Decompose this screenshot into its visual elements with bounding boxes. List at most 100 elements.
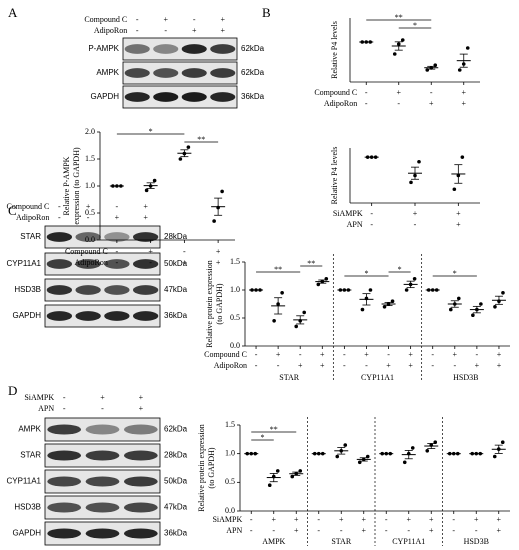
condition-sign: - (343, 361, 346, 370)
blot-band (104, 285, 130, 295)
data-point (220, 189, 224, 194)
data-point (452, 302, 457, 306)
blot-band (46, 232, 73, 242)
blot-band (181, 92, 207, 102)
blot-band (153, 68, 179, 78)
condition-sign: + (386, 361, 391, 370)
blot-size-label: 62kDa (241, 44, 265, 53)
data-point (426, 288, 431, 292)
panel-label: A (8, 5, 18, 20)
data-point (148, 184, 153, 188)
condition-sign: + (86, 202, 91, 211)
data-point (373, 155, 378, 159)
blot-band (210, 68, 236, 78)
y-tick-label: 0.0 (230, 341, 240, 350)
condition-sign: + (456, 220, 461, 229)
data-point (384, 451, 389, 456)
blot-band (75, 232, 101, 242)
data-point (409, 180, 413, 185)
data-point (493, 305, 497, 309)
y-tick-label: 2.0 (85, 127, 95, 136)
condition-sign: + (320, 361, 325, 370)
blot-size-label: 62kDa (164, 425, 188, 434)
data-point (338, 288, 343, 292)
condition-sign: + (406, 515, 411, 524)
condition-name: SiAMPK (212, 515, 242, 524)
blot-size-label: 47kDa (164, 503, 188, 512)
condition-sign: - (272, 526, 275, 535)
data-point (357, 460, 362, 465)
blot-frame (44, 304, 161, 328)
condition-sign: + (139, 404, 144, 413)
y-axis-label: (to GAPDH) (215, 283, 224, 324)
data-point (396, 42, 401, 46)
data-point (339, 449, 344, 453)
blot-band (85, 528, 120, 539)
blot-band (124, 44, 150, 54)
data-point (346, 288, 351, 292)
data-point (267, 483, 272, 488)
data-point (434, 288, 439, 292)
blot-band (181, 68, 207, 78)
significance-label: ** (270, 425, 278, 434)
condition-sign: + (298, 361, 303, 370)
condition-sign: - (430, 88, 433, 97)
blot-band (85, 424, 120, 435)
data-point (250, 288, 254, 292)
blot-row-label: AMPK (96, 68, 119, 77)
condition-sign: + (294, 526, 299, 535)
significance-label: * (261, 433, 265, 442)
data-point (272, 319, 276, 323)
condition-sign: + (497, 361, 502, 370)
data-point (258, 288, 262, 292)
condition-sign: + (294, 515, 299, 524)
y-axis-label: Relative protein expression (205, 260, 214, 348)
blot-size-label: 36kDa (164, 311, 188, 320)
condition-sign: - (250, 515, 253, 524)
condition-sign: - (277, 361, 280, 370)
condition-name: AdipoRon (324, 99, 357, 108)
condition-sign: + (139, 393, 144, 402)
group-label: HSD3B (464, 537, 489, 546)
data-point (400, 38, 405, 42)
condition-sign: - (116, 202, 119, 211)
blot-row-label: HSD3B (14, 503, 41, 512)
blot-band (210, 44, 236, 54)
condition-sign: - (414, 220, 417, 229)
y-tick-label: 0.5 (85, 208, 95, 217)
y-tick-label: 0.5 (230, 313, 240, 322)
blot-row-label: STAR (20, 232, 41, 241)
blot-frame (44, 278, 161, 302)
data-point (430, 288, 435, 292)
data-point (433, 63, 438, 67)
y-tick-label: 1.5 (85, 154, 95, 163)
blot-size-label: 50kDa (164, 259, 188, 268)
y-axis-label: Relative P4 levels (330, 147, 339, 205)
condition-sign: - (452, 526, 455, 535)
condition-sign: + (429, 526, 434, 535)
data-point (451, 451, 456, 456)
condition-sign: + (271, 515, 276, 524)
data-point (388, 451, 393, 456)
y-tick-label: 1.0 (85, 181, 95, 190)
data-point (447, 451, 452, 456)
significance-label: * (398, 265, 402, 274)
blot-band (75, 311, 101, 321)
blot-band (123, 476, 158, 487)
data-point (152, 178, 157, 183)
data-point (390, 299, 395, 304)
data-point (178, 157, 183, 161)
data-point (470, 451, 475, 456)
condition-sign: - (343, 350, 346, 359)
blot-size-label: 50kDa (164, 477, 188, 486)
data-point (364, 296, 369, 301)
data-point (497, 299, 501, 304)
y-tick-label: 1.0 (230, 285, 240, 294)
blot-band (123, 424, 158, 435)
blot-band (181, 44, 207, 54)
condition-sign: - (452, 515, 455, 524)
blot-frame (122, 37, 238, 61)
blot-frame (122, 85, 238, 109)
condition-sign: - (164, 26, 167, 35)
